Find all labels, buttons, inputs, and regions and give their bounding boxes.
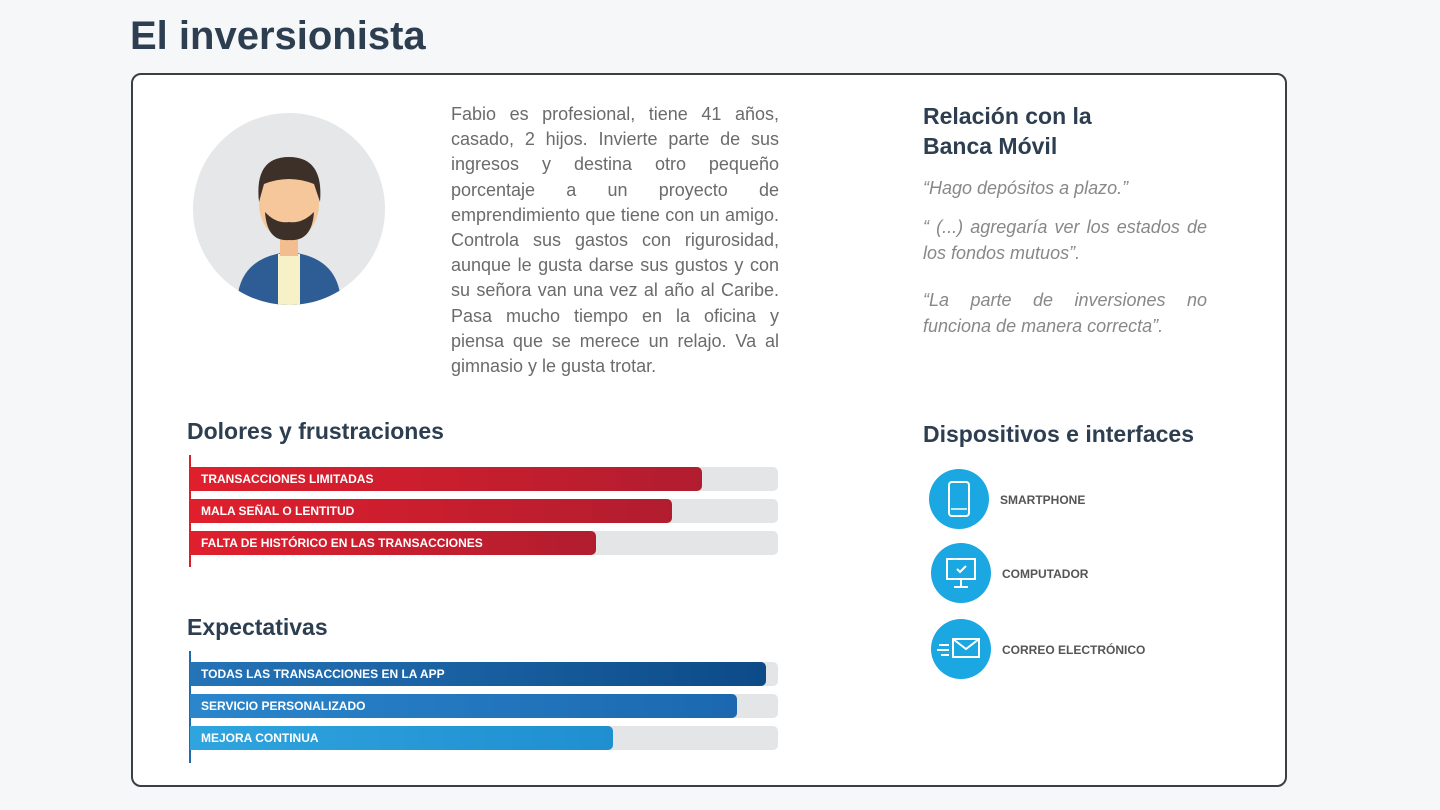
- device-icon: [929, 469, 989, 529]
- bar: [190, 662, 767, 686]
- expectations-title: Expectativas: [187, 614, 328, 640]
- device-label: SMARTPHONE: [1000, 493, 1086, 507]
- quote: “ (...) agregaría ver los estados de los…: [923, 217, 1207, 263]
- persona-description: Fabio es profesional, tiene 41 años, cas…: [451, 104, 779, 377]
- bar-label: MEJORA CONTINUA: [201, 731, 319, 745]
- bar-label: TODAS LAS TRANSACCIONES EN LA APP: [201, 667, 445, 681]
- icon: [937, 638, 980, 658]
- page-title: El inversionista: [130, 14, 426, 58]
- bar: [190, 467, 702, 491]
- bar: [190, 499, 673, 523]
- avatar: [193, 113, 385, 305]
- bar: [190, 694, 737, 718]
- icon: [948, 481, 970, 517]
- device-icon: [931, 619, 991, 679]
- bar-track: TODAS LAS TRANSACCIONES EN LA APP: [190, 662, 778, 686]
- bar-track: FALTA DE HISTÓRICO EN LAS TRANSACCIONES: [190, 531, 778, 555]
- device-label: CORREO ELECTRÓNICO: [1002, 643, 1146, 657]
- bar-track: MEJORA CONTINUA: [190, 726, 778, 750]
- bar-label: FALTA DE HISTÓRICO EN LAS TRANSACCIONES: [201, 536, 483, 550]
- bar-label: SERVICIO PERSONALIZADO: [201, 699, 366, 713]
- devices-title: Dispositivos e interfaces: [923, 421, 1194, 447]
- bar-label: MALA SEÑAL O LENTITUD: [201, 504, 355, 518]
- bar-label: TRANSACCIONES LIMITADAS: [201, 472, 374, 486]
- pains-title: Dolores y frustraciones: [187, 418, 444, 444]
- device-icon: [931, 543, 991, 603]
- bar: [190, 531, 596, 555]
- bar-track: TRANSACCIONES LIMITADAS: [190, 467, 778, 491]
- bar-track: MALA SEÑAL O LENTITUD: [190, 499, 778, 523]
- icon: [946, 558, 976, 588]
- quote: “La parte de inversiones no funciona de …: [923, 290, 1207, 336]
- bar-track: SERVICIO PERSONALIZADO: [190, 694, 778, 718]
- quote: “Hago depósitos a plazo.”: [923, 178, 1129, 198]
- bar: [190, 726, 614, 750]
- relation-title: Relación con la Banca Móvil: [923, 103, 1092, 159]
- device-label: COMPUTADOR: [1002, 567, 1089, 581]
